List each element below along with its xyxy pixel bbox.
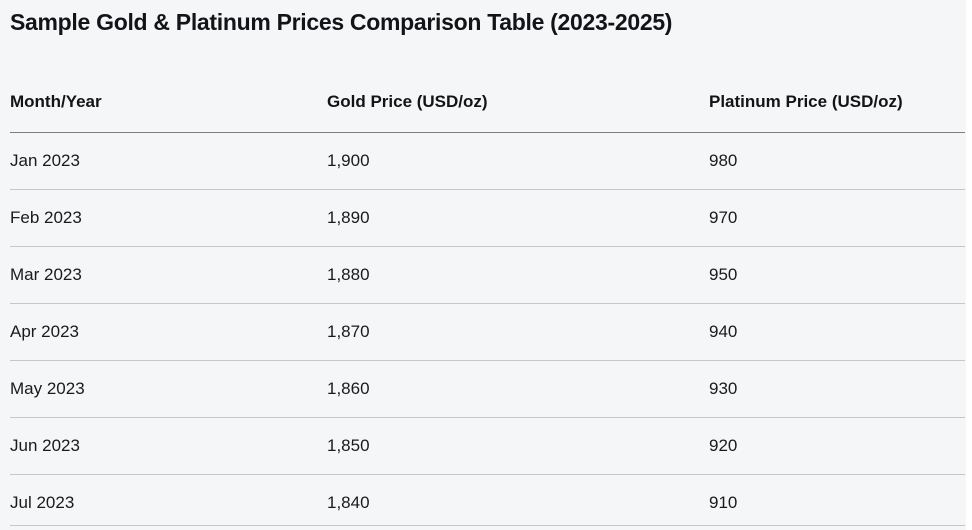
table-row: Apr 2023 1,870 940 — [10, 303, 965, 361]
table-row: Mar 2023 1,880 950 — [10, 246, 965, 304]
cell-month: May 2023 — [10, 360, 327, 418]
table-row: Feb 2023 1,890 970 — [10, 189, 965, 247]
table-header-row: Month/Year Gold Price (USD/oz) Platinum … — [10, 38, 965, 133]
cell-platinum-price: 940 — [709, 303, 965, 361]
cell-month: Jul 2023 — [10, 474, 327, 526]
column-header-month: Month/Year — [10, 38, 327, 133]
cell-month: Apr 2023 — [10, 303, 327, 361]
table-row: Jan 2023 1,900 980 — [10, 132, 965, 190]
cell-platinum-price: 930 — [709, 360, 965, 418]
cell-platinum-price: 980 — [709, 132, 965, 190]
cell-month: Jun 2023 — [10, 417, 327, 475]
table-body: Jan 2023 1,900 980 Feb 2023 1,890 970 Ma… — [10, 132, 965, 526]
column-header-platinum-price: Platinum Price (USD/oz) — [709, 38, 965, 133]
cell-gold-price: 1,900 — [327, 132, 709, 190]
cell-gold-price: 1,870 — [327, 303, 709, 361]
table-row: Jul 2023 1,840 910 — [10, 474, 965, 526]
cell-gold-price: 1,880 — [327, 246, 709, 304]
cell-month: Jan 2023 — [10, 132, 327, 190]
table-row: May 2023 1,860 930 — [10, 360, 965, 418]
cell-platinum-price: 950 — [709, 246, 965, 304]
cell-gold-price: 1,850 — [327, 417, 709, 475]
column-header-gold-price: Gold Price (USD/oz) — [327, 38, 709, 133]
cell-platinum-price: 970 — [709, 189, 965, 247]
page-title: Sample Gold & Platinum Prices Comparison… — [10, 9, 673, 35]
cell-gold-price: 1,890 — [327, 189, 709, 247]
cell-platinum-price: 910 — [709, 474, 965, 526]
cell-gold-price: 1,860 — [327, 360, 709, 418]
cell-month: Feb 2023 — [10, 189, 327, 247]
cell-month: Mar 2023 — [10, 246, 327, 304]
table-header: Month/Year Gold Price (USD/oz) Platinum … — [10, 38, 965, 133]
price-comparison-table: Month/Year Gold Price (USD/oz) Platinum … — [10, 38, 965, 526]
cell-gold-price: 1,840 — [327, 474, 709, 526]
cell-platinum-price: 920 — [709, 417, 965, 475]
table-row: Jun 2023 1,850 920 — [10, 417, 965, 475]
